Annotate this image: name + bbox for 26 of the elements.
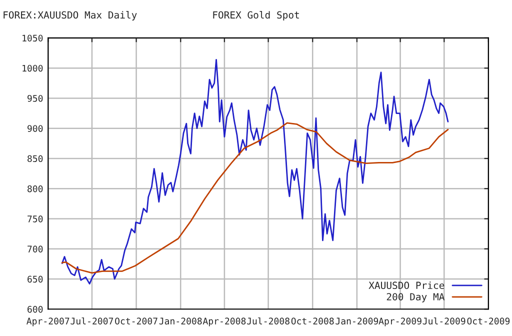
text: FOREX:XAUUSDO Max Daily [4, 11, 137, 20]
y-tick-label: 1000 [22, 64, 43, 72]
legend-label: 200 Day MA [386, 293, 445, 302]
chart-title: FOREX Gold Spot [213, 11, 299, 20]
x-tick-label: Jan-2009 [336, 318, 378, 324]
legend-label: XAUUSDO Price [368, 282, 444, 290]
y-tick-label: 1050 [22, 34, 43, 42]
x-tick-label: Jul-2009 [422, 317, 466, 324]
y-tick-label: 950 [28, 94, 43, 102]
x-tick-label: Apr-2009 [378, 318, 422, 326]
y-tick-label: 700 [28, 246, 43, 252]
line-series [61, 122, 449, 274]
y-tick-label: 850 [28, 155, 43, 162]
y-tick-label: 750 [28, 215, 43, 222]
x-tick-label: Jan-2008 [159, 318, 202, 324]
x-tick-label: Apr-2007 [26, 318, 70, 326]
y-tick-label: 800 [28, 185, 43, 192]
y-tick-label: 600 [28, 306, 43, 313]
x-tick-label: Jul-2007 [70, 317, 114, 324]
x-tick-label: Oct-2008 [291, 318, 334, 324]
x-tick-label: Oct-2009 [467, 318, 510, 324]
x-tick-label: Oct-2007 [115, 318, 158, 324]
x-tick-label: Jul-2008 [247, 317, 290, 324]
x-tick-label: Apr-2008 [202, 318, 246, 326]
y-tick-label: 900 [28, 125, 43, 132]
y-tick-label: 650 [28, 276, 43, 283]
